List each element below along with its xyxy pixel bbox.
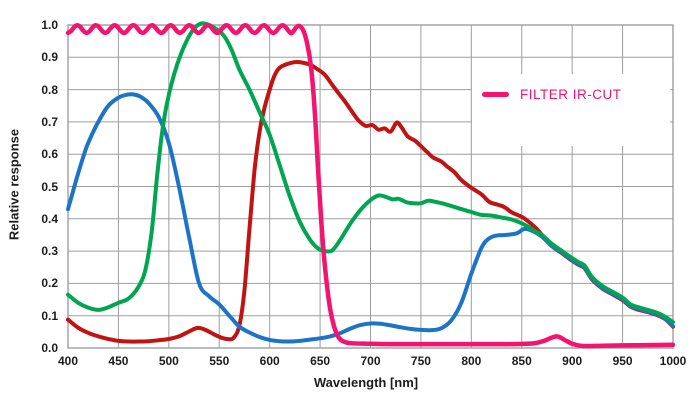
legend-entry-ir-cut: FILTER IR-CUT	[482, 87, 670, 102]
x-tick-label: 600	[259, 354, 280, 368]
y-tick-label: 0.6	[41, 147, 58, 162]
x-tick-label: 1000	[659, 354, 687, 368]
y-tick-label: 0.3	[41, 244, 58, 259]
x-tick-label: 800	[461, 354, 482, 368]
x-tick-label: 700	[360, 354, 381, 368]
legend: FILTER IR-CUT	[472, 74, 670, 146]
y-tick-label: 0.7	[41, 114, 58, 129]
series-ir-cut-filter	[65, 22, 676, 349]
x-tick-label: 850	[511, 354, 532, 368]
x-tick-label: 950	[612, 354, 633, 368]
x-tick-label: 650	[310, 354, 331, 368]
x-tick-label: 400	[57, 354, 79, 368]
y-axis-title: Relative response	[6, 128, 22, 241]
y-tick-label: 0.1	[41, 308, 58, 323]
legend-label: FILTER IR-CUT	[520, 87, 622, 102]
plot-border	[67, 24, 674, 349]
x-tick-label: 750	[410, 354, 431, 368]
series-green-channel	[66, 21, 675, 325]
y-tick-label: 1.0	[41, 18, 58, 32]
y-tick-label: 0.9	[41, 50, 58, 65]
x-tick-label: 900	[562, 354, 583, 368]
y-tick-label: 0.0	[41, 341, 58, 355]
x-axis-title: Wavelength [nm]	[313, 375, 419, 390]
x-tick-label: 550	[209, 354, 230, 368]
y-tick-label: 0.5	[41, 179, 58, 194]
ir-cut-line-swatch-icon	[482, 92, 509, 97]
x-tick-label: 450	[108, 354, 129, 368]
y-tick-label: 0.8	[41, 82, 58, 97]
x-tick-label: 500	[158, 354, 179, 368]
y-tick-label: 0.2	[41, 276, 58, 291]
y-tick-label: 0.4	[41, 211, 58, 226]
